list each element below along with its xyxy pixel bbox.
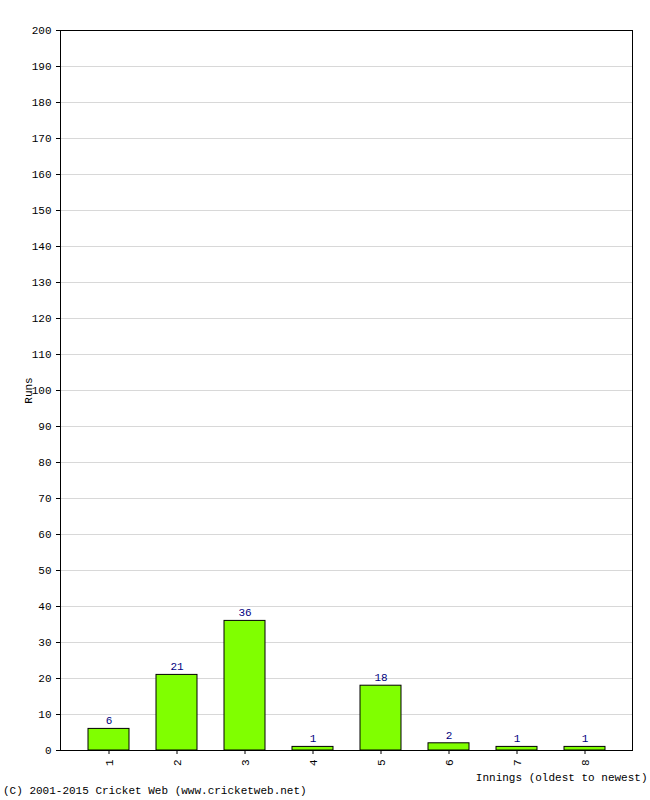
svg-text:120: 120 <box>32 313 52 325</box>
svg-text:60: 60 <box>38 529 51 541</box>
svg-text:1: 1 <box>582 733 589 745</box>
svg-text:1: 1 <box>310 733 317 745</box>
svg-text:Innings (oldest to newest): Innings (oldest to newest) <box>476 772 648 784</box>
svg-text:170: 170 <box>32 133 52 145</box>
svg-text:8: 8 <box>580 760 592 767</box>
svg-text:100: 100 <box>31 385 52 397</box>
svg-text:30: 30 <box>38 637 51 649</box>
svg-text:160: 160 <box>32 169 52 181</box>
svg-text:50: 50 <box>38 565 51 577</box>
svg-text:21: 21 <box>170 661 184 673</box>
svg-text:200: 200 <box>32 25 52 37</box>
svg-text:70: 70 <box>38 493 51 505</box>
svg-text:7: 7 <box>512 760 524 767</box>
svg-text:140: 140 <box>32 241 52 253</box>
svg-text:20: 20 <box>38 673 51 685</box>
svg-text:3: 3 <box>240 760 252 767</box>
svg-text:4: 4 <box>308 759 320 766</box>
svg-text:40: 40 <box>38 601 51 613</box>
svg-text:110: 110 <box>32 349 52 361</box>
svg-text:0: 0 <box>45 745 52 757</box>
svg-text:36: 36 <box>238 607 251 619</box>
svg-text:6: 6 <box>106 715 113 727</box>
svg-text:180: 180 <box>32 97 52 109</box>
svg-text:130: 130 <box>32 277 52 289</box>
svg-text:90: 90 <box>38 421 51 433</box>
svg-text:80: 80 <box>38 457 51 469</box>
svg-text:190: 190 <box>32 61 52 73</box>
svg-text:2: 2 <box>172 760 184 767</box>
svg-text:1: 1 <box>104 759 116 766</box>
svg-text:18: 18 <box>374 672 387 684</box>
svg-text:Runs: Runs <box>23 377 35 403</box>
svg-text:150: 150 <box>32 205 52 217</box>
svg-text:6: 6 <box>444 760 456 767</box>
svg-text:2: 2 <box>446 730 453 742</box>
svg-text:1: 1 <box>514 733 521 745</box>
html-text:(C) 2001-2015 Cricket Web (www: (C) 2001-2015 Cricket Web (www.cricketwe… <box>3 785 307 797</box>
svg-text:10: 10 <box>38 709 51 721</box>
svg-text:5: 5 <box>376 760 388 767</box>
